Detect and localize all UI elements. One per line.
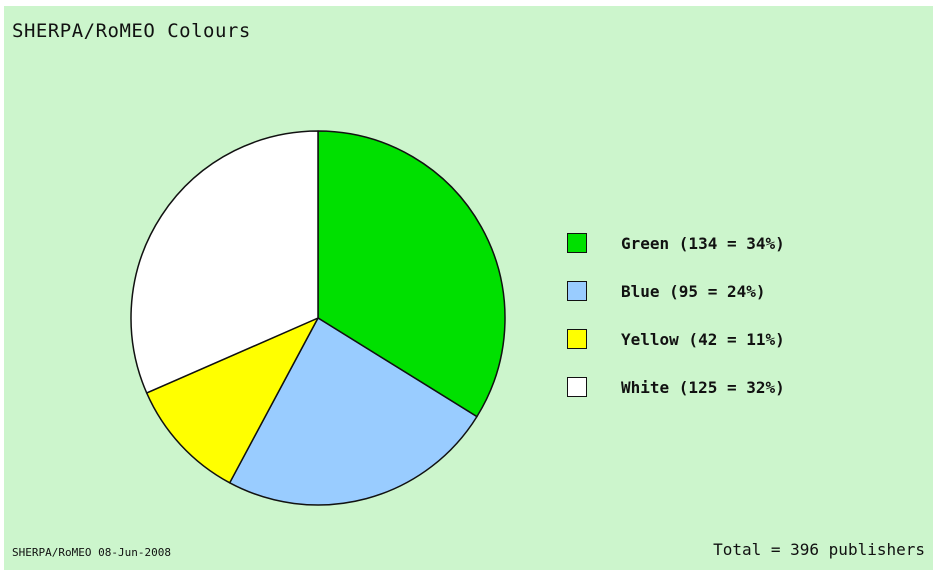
chart-panel: SHERPA/RoMEO Colours Green (134 = 34%) B… [4, 6, 933, 570]
legend-swatch-white [567, 377, 587, 397]
footer-source-date: SHERPA/RoMEO 08-Jun-2008 [12, 546, 171, 559]
pie-slice-blue [228, 317, 478, 506]
footer-total: Total = 396 publishers [713, 540, 925, 559]
chart-title: SHERPA/RoMEO Colours [12, 20, 251, 42]
legend-swatch-yellow [567, 329, 587, 349]
pie-slice-green [317, 130, 506, 418]
pie-slice-yellow [145, 317, 319, 484]
legend-swatch-blue [567, 281, 587, 301]
legend-item-green: Green (134 = 34%) [567, 231, 785, 255]
legend-label-blue: Blue (95 = 24%) [621, 281, 766, 301]
chart-legend: Green (134 = 34%) Blue (95 = 24%) Yellow… [567, 231, 785, 423]
legend-label-white: White (125 = 32%) [621, 377, 785, 397]
pie-slice-white [130, 130, 319, 394]
legend-label-green: Green (134 = 34%) [621, 233, 785, 253]
legend-item-blue: Blue (95 = 24%) [567, 279, 785, 303]
pie-chart [130, 130, 506, 506]
legend-item-yellow: Yellow (42 = 11%) [567, 327, 785, 351]
legend-swatch-green [567, 233, 587, 253]
legend-item-white: White (125 = 32%) [567, 375, 785, 399]
legend-label-yellow: Yellow (42 = 11%) [621, 329, 785, 349]
